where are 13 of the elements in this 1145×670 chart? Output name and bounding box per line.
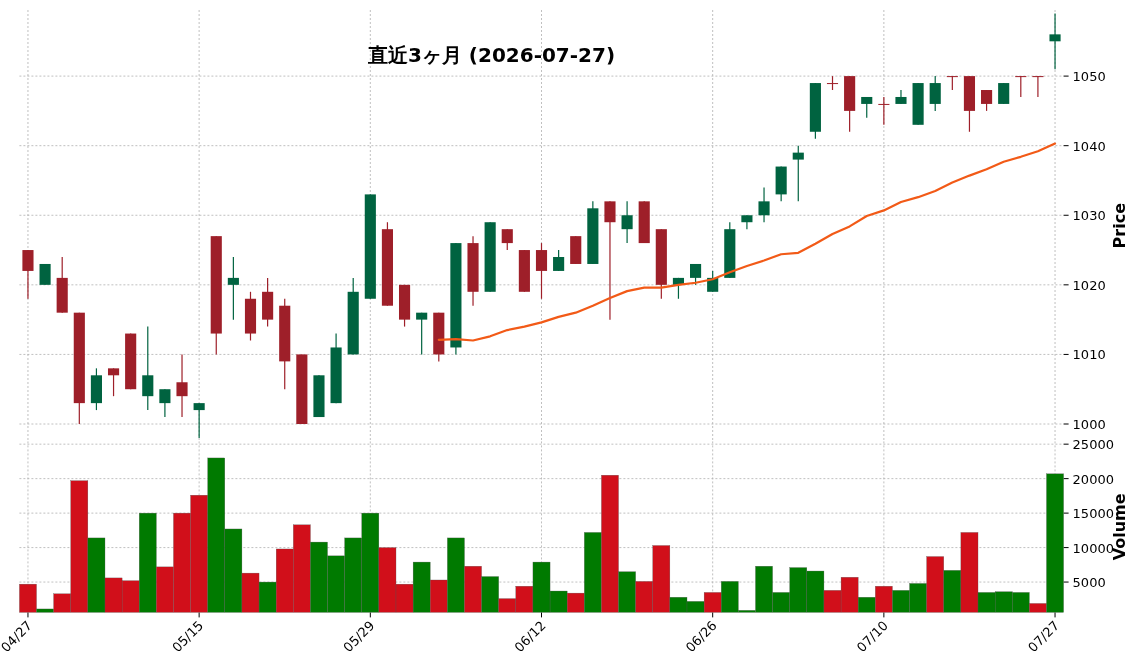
y-tick-label: 10000 [1072, 540, 1114, 556]
text: 直近3ヶ月 (2026-07-27) [366, 43, 616, 67]
y-tick-label: 5000 [1072, 575, 1106, 591]
y-tick-label: 25000 [1072, 437, 1114, 453]
y-tick-label: 15000 [1072, 506, 1114, 522]
y-tick-label: 1000 [1072, 417, 1106, 432]
y-tick-label: 1020 [1072, 277, 1106, 293]
y-tick-label: 1010 [1072, 347, 1106, 363]
y-tick-label: 1050 [1072, 69, 1106, 85]
y-tick-label: 1030 [1072, 208, 1106, 224]
y-axis-title: Price [1109, 202, 1129, 249]
y-tick-label: 1040 [1072, 138, 1106, 154]
y-tick-label: 20000 [1072, 471, 1114, 487]
